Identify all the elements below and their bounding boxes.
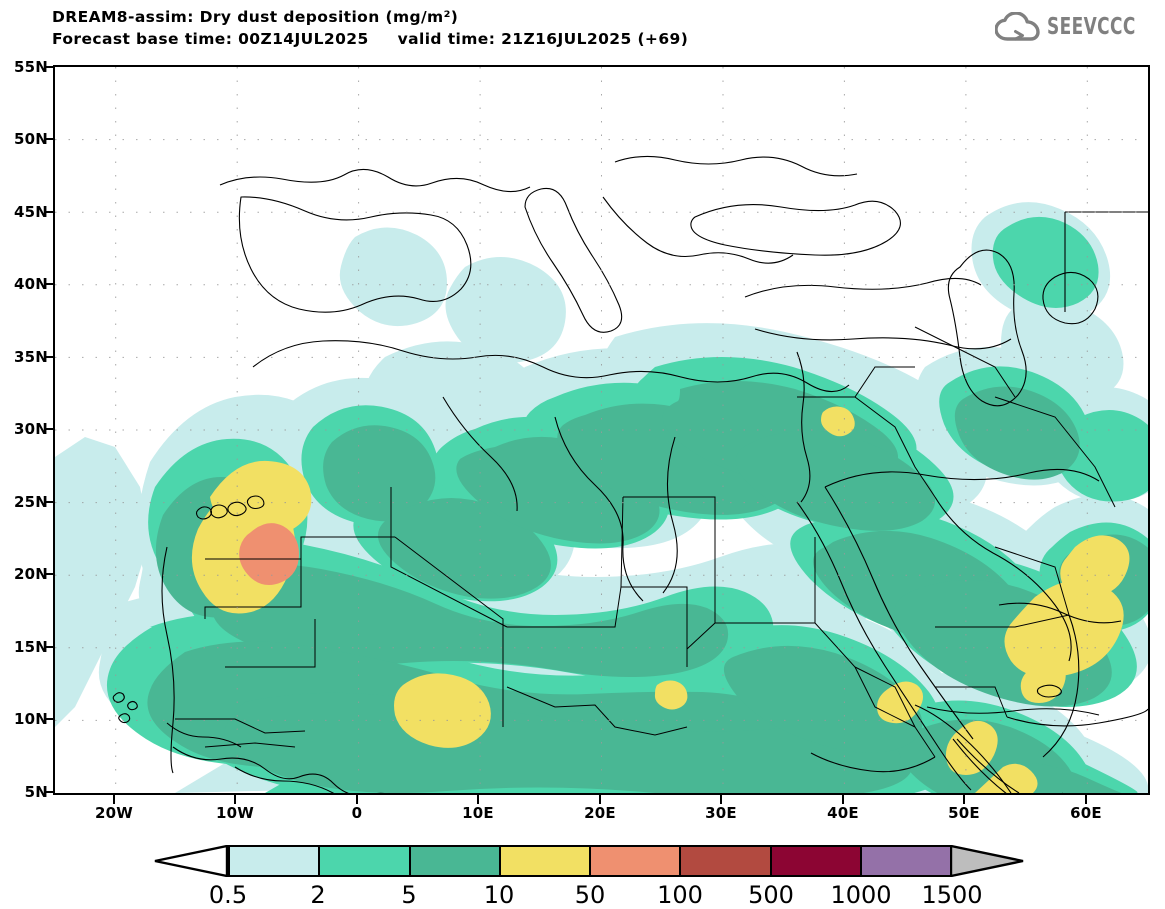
colorbar-cell-1000-1500[interactable] — [859, 845, 952, 877]
ytick-label-30N: 30N — [13, 420, 48, 438]
contour-band-5-10 — [147, 381, 1148, 793]
colorbar-label-100: 100 — [657, 881, 703, 909]
ytick-label-5N: 5N — [24, 783, 48, 801]
ytick-label-55N: 55N — [13, 58, 48, 76]
contour-band-50-100 — [239, 523, 299, 586]
colorbar-label-2: 2 — [310, 881, 326, 909]
ytick-label-40N: 40N — [13, 275, 48, 293]
chart-header: DREAM8-assim: Dry dust deposition (mg/m²… — [0, 0, 1165, 60]
forecast-time-line: Forecast base time: 00Z14JUL2025 valid t… — [52, 30, 689, 48]
ytick-label-50N: 50N — [13, 130, 48, 148]
colorbar-label-1000: 1000 — [830, 881, 892, 909]
colorbar-label-50: 50 — [574, 881, 606, 909]
colorbar-label-1500: 1500 — [921, 881, 983, 909]
seevccc-logo: SEEVCCC — [994, 12, 1155, 42]
map-canvas — [55, 67, 1148, 793]
colorbar-cell-50-100[interactable] — [589, 845, 680, 877]
colorbar-label-500: 500 — [748, 881, 794, 909]
colorbar-overflow-arrow — [950, 845, 1024, 877]
xtick-label-10W: 10W — [215, 804, 255, 822]
map-country-borders — [175, 326, 1116, 758]
xtick-label-0: 0 — [351, 804, 363, 822]
ytick-label-20N: 20N — [13, 565, 48, 583]
colorbar-cell-5-10[interactable] — [408, 845, 499, 877]
map-plot-area[interactable] — [53, 65, 1150, 795]
colorbar-underflow-arrow — [154, 845, 228, 877]
xtick-label-40E: 40E — [827, 804, 859, 822]
xtick-mark-60E — [1085, 795, 1087, 804]
colorbar-cell-2-5[interactable] — [318, 845, 409, 877]
logo-text: SEEVCCC — [1046, 14, 1136, 40]
xtick-label-10E: 10E — [462, 804, 494, 822]
colorbar-label-0.5: 0.5 — [208, 881, 248, 909]
xtick-mark-30E — [720, 795, 722, 804]
ytick-label-45N: 45N — [13, 203, 48, 221]
xtick-mark-0 — [356, 795, 358, 804]
colorbar-cell-500-1000[interactable] — [769, 845, 860, 877]
ytick-label-15N: 15N — [13, 638, 48, 656]
colorbar-label-5: 5 — [401, 881, 417, 909]
xtick-label-30E: 30E — [705, 804, 737, 822]
xtick-mark-10E — [477, 795, 479, 804]
xtick-label-20E: 20E — [584, 804, 616, 822]
xtick-label-20W: 20W — [94, 804, 134, 822]
xtick-mark-50E — [963, 795, 965, 804]
colorbar-swatches — [228, 845, 952, 877]
xtick-mark-20E — [599, 795, 601, 804]
ytick-label-35N: 35N — [13, 348, 48, 366]
cloud-icon — [994, 12, 1040, 41]
map-coastlines — [112, 155, 1148, 793]
colorbar-legend[interactable]: 0.5 2 5 10 50 100 500 1000 1500 — [154, 845, 1025, 909]
xtick-label-50E: 50E — [948, 804, 980, 822]
xtick-label-60E: 60E — [1070, 804, 1102, 822]
xtick-mark-40E — [842, 795, 844, 804]
ytick-label-25N: 25N — [13, 493, 48, 511]
xtick-mark-10W — [234, 795, 236, 804]
colorbar-label-10: 10 — [483, 881, 515, 909]
colorbar-cell-100-500[interactable] — [679, 845, 770, 877]
page-title: DREAM8-assim: Dry dust deposition (mg/m²… — [52, 8, 459, 26]
colorbar-cell-10-50[interactable] — [498, 845, 589, 877]
colorbar-cell-0.5-2[interactable] — [228, 845, 319, 877]
ytick-label-10N: 10N — [13, 710, 48, 728]
xtick-mark-20W — [113, 795, 115, 804]
dust-deposition-map — [55, 67, 1148, 793]
